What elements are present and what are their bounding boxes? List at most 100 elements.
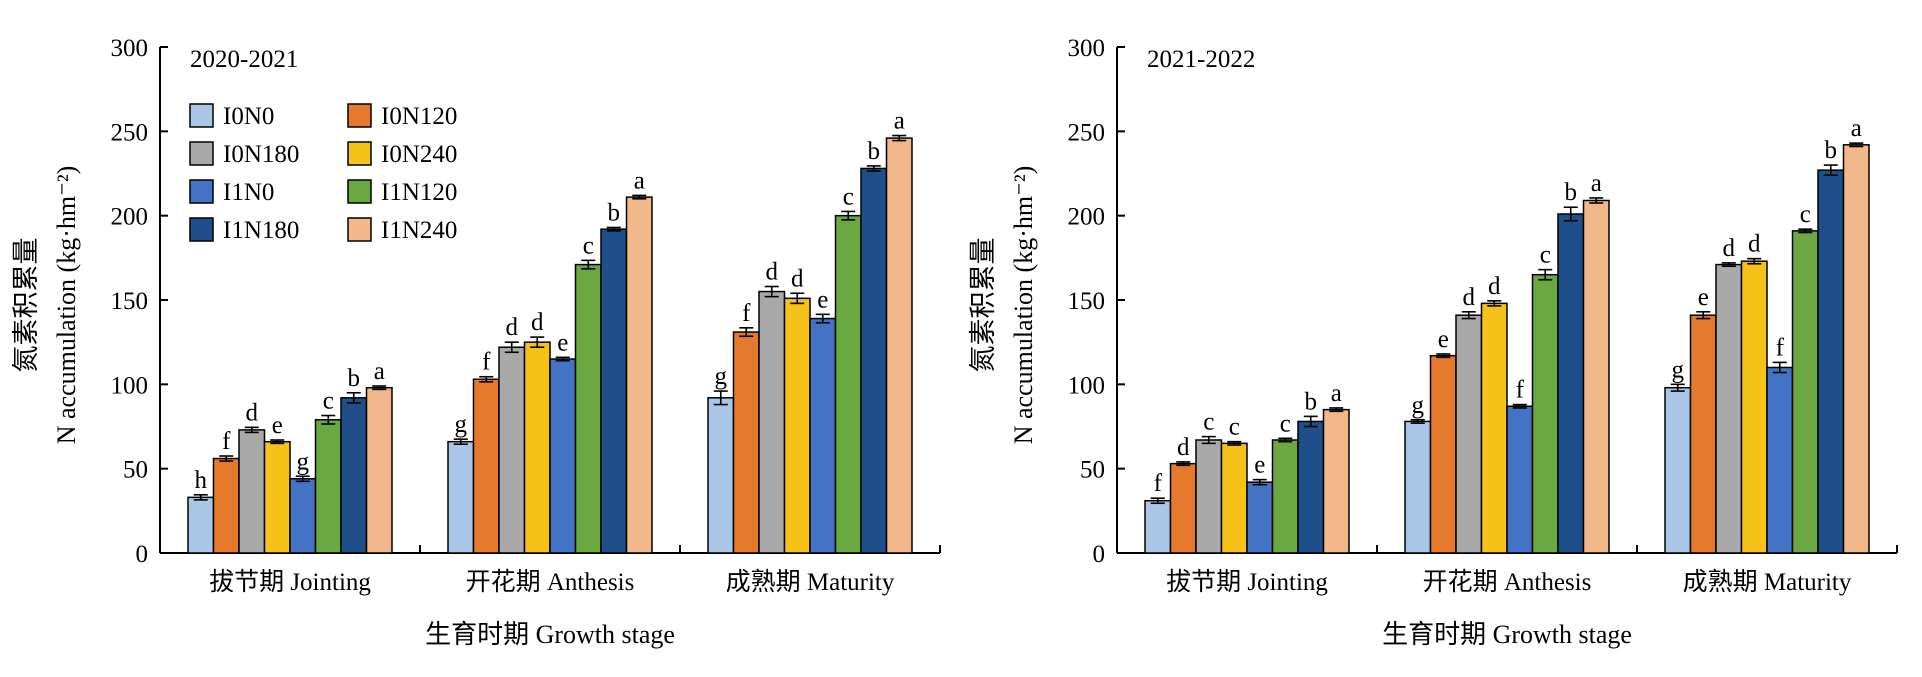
legend: I0N0 I0N120 I0N180 I0N240 I1N0 I1N120 I1N180 I1… (189, 103, 457, 244)
bar (1297, 420, 1325, 554)
significance-letter: b (868, 138, 881, 165)
y-axis-title-cn: 氮素积累量 (968, 238, 998, 373)
significance-letter: c (1203, 409, 1214, 436)
bar (625, 196, 653, 554)
bar (574, 263, 602, 554)
significance-letter: b (1825, 137, 1838, 164)
legend-label: I1N0 (223, 179, 274, 206)
legend-label: I0N0 (223, 103, 274, 130)
bar (523, 341, 551, 554)
significance-letter: c (1800, 201, 1811, 228)
significance-letter: f (482, 349, 491, 376)
bar (758, 290, 786, 554)
significance-letter: e (817, 286, 828, 313)
bar (1195, 439, 1223, 554)
bar (1169, 462, 1197, 554)
bar (1404, 420, 1432, 554)
significance-letter: d (246, 399, 259, 426)
x-axis-title: 生育时期 Growth stage (1382, 620, 1632, 649)
significance-letter: c (1229, 414, 1240, 441)
significance-letter: e (1254, 452, 1265, 479)
bar (1429, 354, 1457, 554)
significance-letter: f (222, 428, 231, 455)
significance-letter: b (608, 199, 621, 226)
bar (212, 457, 240, 554)
bar (783, 297, 811, 554)
significance-letter: d (791, 265, 804, 292)
bar (1144, 499, 1172, 554)
legend-swatch (189, 179, 214, 204)
legend-label: I0N180 (223, 141, 299, 168)
significance-letter: a (374, 358, 385, 385)
y-tick-label: 0 (1093, 541, 1106, 568)
bar (885, 137, 913, 554)
y-tick-label: 300 (111, 35, 149, 62)
significance-letter: c (323, 388, 334, 415)
bar (1246, 481, 1274, 554)
bar (600, 228, 628, 554)
y-tick-label: 100 (1068, 372, 1106, 399)
legend-swatch (189, 141, 214, 166)
legend-swatch (347, 179, 372, 204)
legend-swatch (189, 217, 214, 242)
significance-letter: a (634, 167, 645, 194)
significance-letter: c (1280, 410, 1291, 437)
bar (263, 440, 291, 554)
legend-label: I0N240 (381, 141, 457, 168)
significance-letter: f (742, 300, 751, 327)
significance-letter: g (1412, 392, 1425, 419)
significance-letter: e (557, 329, 568, 356)
legend-label: I1N240 (381, 217, 457, 244)
bar (1531, 273, 1559, 554)
significance-letter: g (1672, 356, 1685, 383)
bar (1480, 302, 1508, 554)
significance-letter: h (195, 467, 208, 494)
bar (732, 331, 760, 554)
bar (1322, 408, 1350, 554)
bar (1664, 386, 1692, 554)
significance-letter: d (1748, 231, 1761, 258)
bar (340, 397, 368, 554)
significance-letter: f (1154, 470, 1163, 497)
legend-swatch (347, 217, 372, 242)
significance-letter: c (1540, 242, 1551, 269)
bar (1766, 366, 1794, 554)
bar (1740, 260, 1768, 554)
bar (1689, 314, 1717, 554)
significance-letter: f (1776, 334, 1785, 361)
panel-title: 2021-2022 (1147, 46, 1255, 73)
y-tick-label: 100 (111, 372, 149, 399)
bar (447, 440, 475, 554)
x-tick-label: 开花期 Anthesis (1423, 568, 1592, 596)
significance-letter: b (348, 365, 361, 392)
x-tick-label: 开花期 Anthesis (466, 568, 635, 596)
significance-letter: f (1516, 377, 1525, 404)
bar (834, 214, 862, 554)
bar (498, 346, 526, 554)
bar (707, 397, 735, 554)
significance-letter: g (715, 363, 728, 390)
bar (1455, 314, 1483, 554)
y-tick-label: 200 (1068, 204, 1106, 231)
significance-letter: e (272, 412, 283, 439)
y-axis-title: N accumulation (kg·hm⁻²) (52, 166, 81, 445)
bar (809, 317, 837, 554)
y-tick-label: 250 (1068, 119, 1106, 146)
y-axis-title: N accumulation (kg·hm⁻²) (1009, 166, 1038, 445)
bar (365, 386, 393, 554)
legend-swatch (189, 103, 214, 128)
significance-letter: d (1723, 235, 1736, 262)
legend-swatch (347, 103, 372, 128)
bar (549, 358, 577, 554)
y-tick-label: 50 (123, 457, 148, 484)
bar (1557, 213, 1585, 554)
y-tick-label: 150 (1068, 288, 1106, 315)
legend-label: I1N180 (223, 217, 299, 244)
y-tick-label: 0 (136, 541, 149, 568)
significance-letter: a (1591, 170, 1602, 197)
x-axis-title: 生育时期 Growth stage (425, 620, 675, 649)
significance-letter: a (1851, 115, 1862, 142)
